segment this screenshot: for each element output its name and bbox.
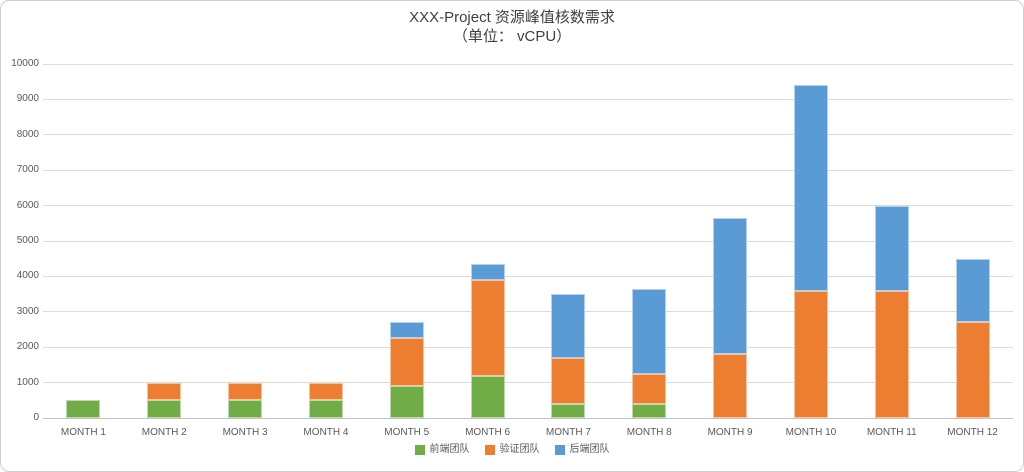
chart-title: XXX-Project 资源峰值核数需求 [409,9,615,26]
bar-segment[interactable] [470,375,505,418]
bar-segment[interactable] [470,264,505,280]
bar-segment[interactable] [551,357,586,404]
bar-segment[interactable] [955,258,990,323]
bar-segment[interactable] [147,382,182,401]
y-axis-tick-label: 10000 [11,58,39,69]
chart-title-block: XXX-Project 资源峰值核数需求 （单位： vCPU） [1,8,1023,46]
x-axis-tick-label: MONTH 6 [465,427,511,438]
legend-label: 后端团队 [569,444,610,455]
y-axis-tick-label: 5000 [16,235,39,246]
y-axis-tick-label: 9000 [16,93,39,105]
x-axis-tick-label: MONTH 4 [303,427,349,438]
gridline [43,205,1013,207]
gridline [43,134,1013,136]
bar-segment[interactable] [793,290,828,418]
gridline [43,63,1013,65]
y-axis-tick-label: 8000 [16,128,39,140]
bar-segment[interactable] [632,373,667,404]
bar-segment[interactable] [955,322,990,418]
x-axis-tick-label: MONTH 9 [707,427,753,438]
plot-area [43,63,1013,419]
x-axis-tick-label: MONTH 1 [60,427,106,438]
y-axis-tick-label: 2000 [16,341,39,353]
bar-segment[interactable] [632,288,667,374]
bar-segment[interactable] [713,354,748,418]
bar-segment[interactable] [308,400,343,418]
x-axis-tick-label: MONTH 12 [947,427,998,438]
gridline [43,346,1013,348]
bar-segment[interactable] [389,322,424,339]
bar-segment[interactable] [470,279,505,376]
legend-item[interactable]: 验证团队 [484,444,540,456]
bar-segment[interactable] [874,290,909,418]
chart-subtitle: （单位： vCPU） [452,28,572,45]
x-axis-tick-label: MONTH 5 [384,427,430,438]
legend-item[interactable]: 前端团队 [414,444,470,456]
x-axis-tick-label: MONTH 10 [785,427,837,438]
gridline [43,98,1013,100]
gridline [43,240,1013,242]
bar-segment[interactable] [713,218,748,355]
gridline [43,311,1013,313]
x-axis-tick-label: MONTH 7 [545,427,591,438]
legend-label: 前端团队 [429,444,470,455]
bar-segment[interactable] [874,205,909,291]
x-axis-line [43,417,1013,419]
bar-segment[interactable] [551,403,586,418]
bar-segment[interactable] [66,400,101,418]
x-axis-tick-label: MONTH 3 [222,427,268,438]
bar-segment[interactable] [389,386,424,418]
y-axis-tick-label: 1000 [16,376,39,388]
y-axis-tick-label: 3000 [16,305,39,317]
legend: 前端团队 验证团队 后端团队 [1,444,1023,456]
legend-label: 验证团队 [499,444,540,455]
x-axis-tick-label: MONTH 8 [626,427,672,438]
bar-segment[interactable] [793,85,828,291]
legend-swatch-icon [414,445,425,455]
bar-segment[interactable] [389,338,424,387]
bar-segment[interactable] [228,382,263,401]
legend-swatch-icon [554,445,565,455]
gridline [43,275,1013,277]
gridline [43,169,1013,171]
bar-segment[interactable] [147,400,182,418]
bar-segment[interactable] [632,403,667,418]
bar-segment[interactable] [308,382,343,401]
y-axis-tick-label: 7000 [16,164,39,176]
y-axis-tick-label: 4000 [16,270,39,282]
x-axis-tick-label: MONTH 2 [141,427,187,438]
gridline [43,382,1013,384]
bar-segment[interactable] [551,294,586,358]
x-axis-tick-label: MONTH 11 [866,427,917,438]
y-axis-tick-label: 6000 [16,199,39,211]
legend-item[interactable]: 后端团队 [554,444,610,456]
legend-swatch-icon [484,445,495,455]
y-axis-tick-label: 0 [33,412,39,423]
bar-segment[interactable] [228,400,263,418]
